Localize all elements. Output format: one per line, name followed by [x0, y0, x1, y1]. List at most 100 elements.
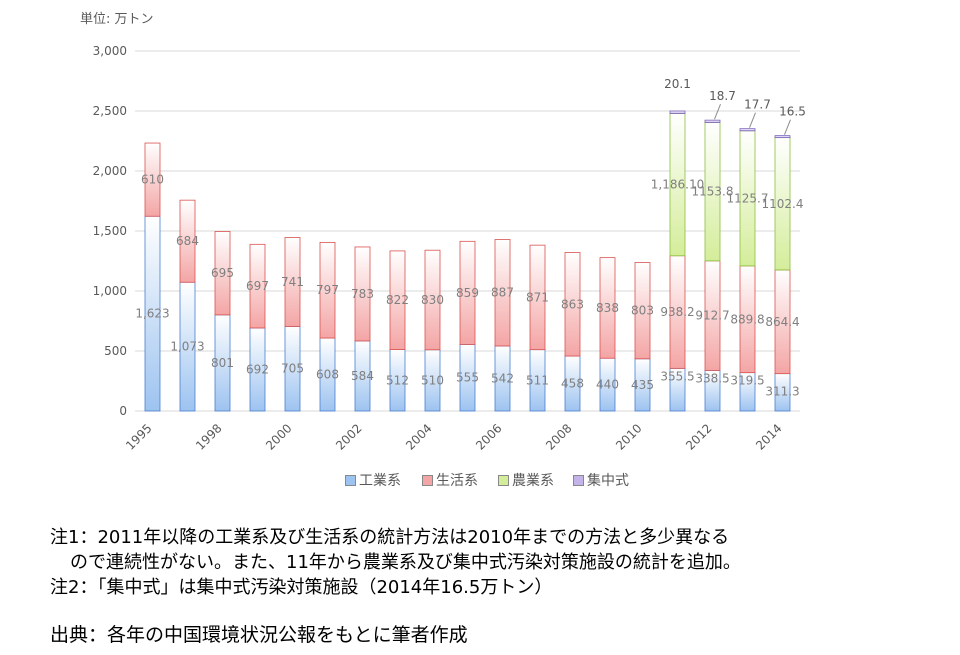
legend-item-industrial: 工業系	[345, 470, 401, 490]
data-label: 912.7	[695, 309, 729, 323]
bar-segment	[354, 246, 371, 342]
bar-segment	[179, 199, 196, 283]
data-label: 938.2	[660, 305, 694, 319]
bar-segment	[424, 249, 441, 351]
bar-segment	[494, 239, 511, 347]
data-label: 17.7	[744, 98, 771, 112]
source-note: 出典：各年の中国環境状況公報をもとに筆者作成	[50, 624, 468, 646]
legend: 工業系 生活系 農業系 集中式	[0, 470, 960, 490]
bar-segment	[144, 142, 161, 217]
bar-segment	[634, 262, 651, 360]
data-label: 1,073	[170, 340, 204, 354]
note-1-line-1: 注1：2011年以降の工業系及び生活系の統計方法は2010年までの方法と多少異な…	[50, 527, 730, 548]
data-label: 692	[246, 362, 269, 376]
x-tick-label: 1995	[123, 421, 154, 452]
data-label: 608	[316, 368, 339, 382]
legend-swatch-domestic	[422, 474, 433, 486]
data-label: 783	[351, 287, 374, 301]
x-tick-label: 1998	[193, 421, 224, 452]
y-tick-label: 500	[104, 344, 127, 358]
leader-line	[714, 103, 721, 120]
legend-swatch-centralized	[573, 474, 584, 486]
data-label: 511	[526, 373, 549, 387]
data-label: 16.5	[779, 105, 806, 119]
data-label: 512	[386, 373, 409, 387]
y-tick-label: 1,500	[93, 224, 127, 238]
bar-segment	[389, 250, 406, 350]
note-1-line-2: ので連続性がない。また、11年から農業系及び集中式汚染対策施設の統計を追加。	[70, 552, 741, 573]
legend-swatch-industrial	[345, 474, 356, 486]
legend-item-agricultural: 農業系	[498, 470, 554, 490]
data-label: 697	[246, 279, 269, 293]
bar-segment	[669, 110, 686, 114]
x-tick-label: 2006	[473, 421, 504, 452]
y-tick-label: 2,000	[93, 164, 127, 178]
data-label: 440	[596, 378, 619, 392]
bar-segment	[599, 257, 616, 359]
bar-segment	[214, 231, 231, 316]
data-label: 864.4	[765, 315, 799, 329]
data-label: 859	[456, 286, 479, 300]
data-label: 610	[141, 173, 164, 187]
x-tick-label: 2004	[403, 421, 434, 452]
data-label: 830	[421, 293, 444, 307]
data-label: 803	[631, 304, 654, 318]
x-tick-label: 2000	[263, 421, 294, 452]
data-label: 510	[421, 373, 444, 387]
legend-label-centralized: 集中式	[587, 473, 629, 489]
data-label: 838	[596, 301, 619, 315]
data-label: 20.1	[664, 77, 691, 91]
bar-segment	[249, 243, 266, 329]
legend-item-domestic: 生活系	[422, 470, 478, 490]
data-label: 355.5	[660, 369, 694, 383]
note-2: 注2：「集中式」は集中式汚染対策施設（2014年16.5万トン）	[50, 577, 553, 598]
legend-label-domestic: 生活系	[436, 473, 478, 489]
data-label: 684	[176, 234, 199, 248]
bar-segment	[774, 135, 791, 139]
bar-segment	[529, 244, 546, 351]
data-label: 863	[561, 297, 584, 311]
data-label: 705	[281, 362, 304, 376]
data-label: 338.5	[695, 371, 729, 385]
data-label: 741	[281, 275, 304, 289]
leader-line	[749, 112, 756, 128]
data-label: 1125.7	[727, 191, 769, 205]
data-label: 319.5	[730, 374, 764, 388]
data-label: 871	[526, 290, 549, 304]
data-label: 18.7	[709, 89, 736, 103]
bar-segment	[459, 240, 476, 345]
data-label: 1,623	[135, 307, 169, 321]
data-label: 1153.8	[692, 185, 734, 199]
x-tick-label: 2010	[613, 421, 644, 452]
data-label: 435	[631, 378, 654, 392]
bar-segment	[564, 252, 581, 357]
data-label: 889.8	[730, 312, 764, 326]
leader-line	[784, 119, 791, 135]
stacked-bar-chart: 0 500 1,000 1,500 2,000 2,500 3,000 1,623 610 1,0…	[93, 44, 806, 453]
legend-swatch-agricultural	[498, 474, 509, 486]
data-label: 801	[211, 356, 234, 370]
data-label: 555	[456, 371, 479, 385]
y-tick-label: 1,000	[93, 284, 127, 298]
data-label: 822	[386, 293, 409, 307]
y-tick-label: 2,500	[93, 104, 127, 118]
data-label: 797	[316, 283, 339, 297]
data-label: 584	[351, 369, 374, 383]
y-tick-label: 0	[119, 404, 127, 418]
legend-label-agricultural: 農業系	[512, 473, 554, 489]
legend-item-centralized: 集中式	[573, 470, 629, 490]
y-tick-label: 3,000	[93, 44, 127, 58]
x-tick-label: 2002	[333, 421, 364, 452]
x-tick-label: 2008	[543, 421, 574, 452]
notes: 注1：2011年以降の工業系及び生活系の統計方法は2010年までの方法と多少異な…	[50, 525, 741, 600]
bar-segment	[284, 237, 301, 327]
x-tick-label: 2012	[683, 421, 714, 452]
x-tick-label: 2014	[753, 421, 784, 452]
data-label: 695	[211, 266, 234, 280]
bar-segment	[319, 241, 336, 339]
data-label: 311.3	[765, 385, 799, 399]
data-label: 1102.4	[762, 197, 804, 211]
legend-label-industrial: 工業系	[359, 473, 401, 489]
unit-label: 単位: 万トン	[80, 12, 154, 27]
data-label: 458	[561, 377, 584, 391]
